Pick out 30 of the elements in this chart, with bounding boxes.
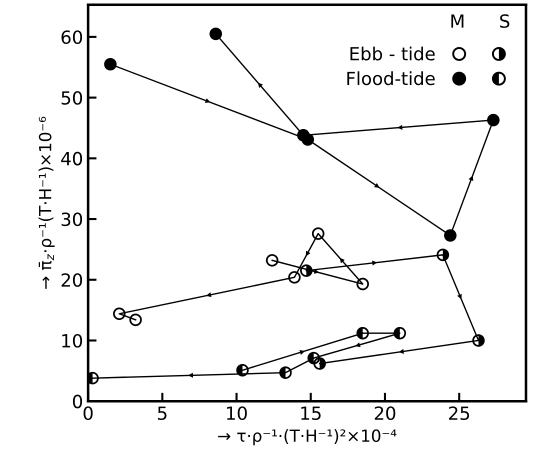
point [288,271,301,284]
y-tick-label: 20 [62,273,82,287]
y-tick-label: 30 [62,212,82,226]
x-tick-label: 10 [227,406,247,420]
y-tick-label: 50 [62,91,82,105]
y-axis-title: → π̄$_{z}$·ρ⁻¹(T·H⁻¹)×10⁻⁶ [38,116,55,289]
x-tick-label: 15 [301,406,321,420]
y-tick-label: 40 [61,152,82,166]
x-tick-label: 0 [84,406,93,420]
annotation: M [451,14,464,28]
y-tick-label: 60 [62,30,82,44]
legend-label: Ebb - tide [350,46,435,61]
y-tick-label: 0 [72,394,82,408]
point [129,314,142,326]
point [104,58,117,70]
point [312,227,324,240]
point [444,229,457,242]
point [113,308,126,320]
point [297,129,310,142]
point [210,28,222,40]
point [487,114,500,126]
x-tick-label: 25 [449,406,470,420]
x-axis-title: → τ·ρ⁻¹·(T·H⁻¹)²×10⁻⁴ [218,429,396,446]
point [356,278,369,290]
x-tick-label: 5 [158,406,166,420]
legend-label: Flood-tide [347,71,435,86]
point [266,254,278,267]
y-tick-label: 10 [62,334,82,348]
annotation: S [500,14,510,28]
x-tick-label: 20 [374,406,396,420]
